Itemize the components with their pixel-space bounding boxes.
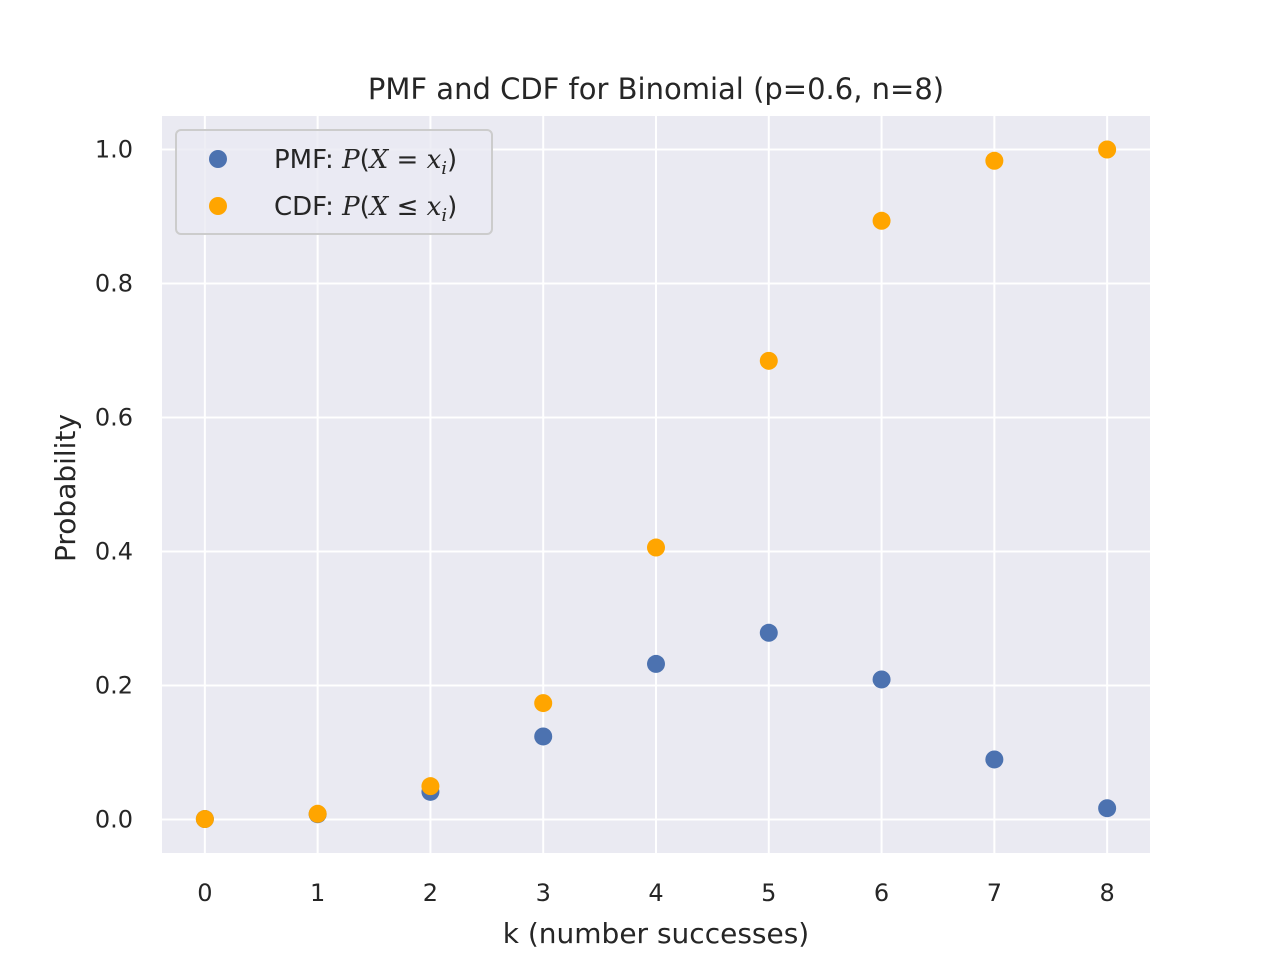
pmf-point-7 (985, 750, 1004, 769)
pmf-point-5 (759, 623, 778, 642)
legend: PMF: P(X = xi) CDF: P(X ≤ xi) (175, 129, 493, 235)
x-tick-labels: 0 1 2 3 4 5 6 7 8 (197, 879, 1115, 907)
cdf-point-1 (308, 804, 327, 823)
pmf-point-8 (1098, 799, 1117, 818)
legend-marker-pmf (209, 150, 227, 168)
y-tick-label: 0.4 (95, 538, 133, 566)
x-tick-label: 0 (197, 879, 212, 907)
x-tick-label: 1 (310, 879, 325, 907)
y-tick-label: 0.6 (95, 404, 133, 432)
y-tick-label: 0.2 (95, 672, 133, 700)
cdf-point-6 (872, 211, 891, 230)
cdf-point-4 (647, 538, 665, 557)
y-axis-label: Probability (49, 414, 82, 562)
legend-label-pmf: PMF: P(X = xi) (274, 145, 457, 179)
pmf-point-3 (534, 727, 553, 746)
x-tick-label: 5 (761, 879, 776, 907)
grid (162, 116, 1150, 853)
pmf-point-6 (872, 670, 891, 689)
y-tick-label: 0.8 (95, 270, 133, 298)
cdf-point-3 (534, 694, 553, 713)
cdf-point-8 (1098, 140, 1117, 159)
cdf-point-7 (985, 151, 1004, 170)
x-tick-label: 6 (874, 879, 889, 907)
x-tick-label: 2 (423, 879, 438, 907)
legend-frame (175, 129, 493, 235)
legend-label-cdf: CDF: P(X ≤ xi) (274, 192, 457, 226)
cdf-point-2 (421, 777, 440, 796)
x-tick-label: 3 (536, 879, 551, 907)
x-axis-label: k (number successes) (503, 917, 809, 950)
x-tick-label: 8 (1100, 879, 1115, 907)
cdf-point-0 (195, 810, 214, 829)
cdf-point-5 (759, 351, 778, 370)
x-tick-label: 7 (987, 879, 1002, 907)
chart-title: PMF and CDF for Binomial (p=0.6, n=8) (368, 72, 944, 106)
x-tick-label: 4 (648, 879, 663, 907)
y-tick-label: 0.0 (95, 806, 133, 834)
data-points (195, 140, 1117, 829)
y-tick-label: 1.0 (95, 136, 133, 164)
pmf-point-4 (647, 654, 665, 673)
y-tick-labels: 0.0 0.2 0.4 0.6 0.8 1.0 (95, 136, 133, 834)
legend-marker-cdf (209, 197, 227, 215)
